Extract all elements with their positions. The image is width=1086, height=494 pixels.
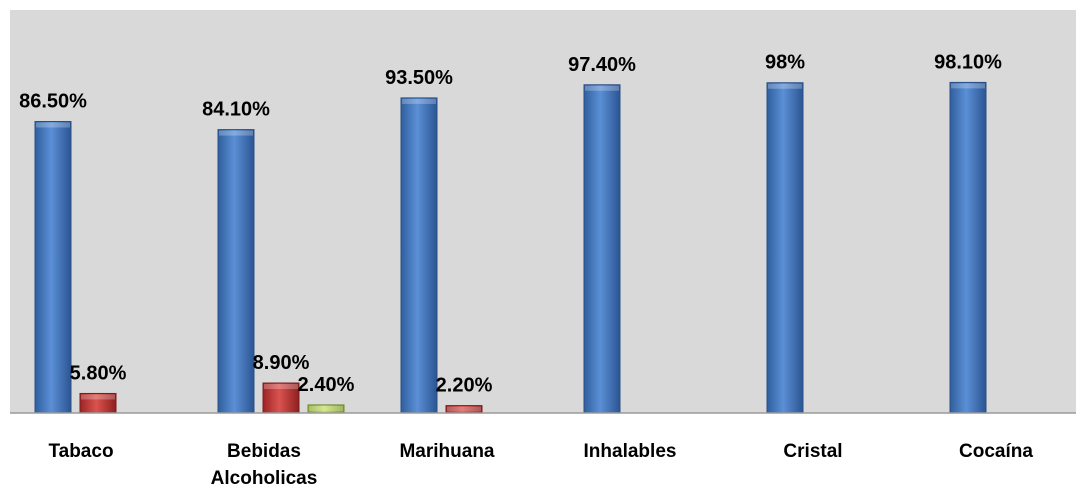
category-label-4: Cristal	[783, 441, 842, 462]
category-label-0: Tabaco	[48, 441, 113, 462]
bar-s0-c4	[766, 82, 804, 414]
data-label-s0-c1: 84.10%	[202, 99, 270, 121]
data-label-s1-c1: 8.90%	[253, 352, 310, 374]
bar-cap-s0-c2	[402, 98, 436, 104]
bar-cap-s0-c3	[585, 85, 619, 91]
category-label-1-line1: Alcoholicas	[211, 468, 318, 489]
category-label-3: Inhalables	[584, 441, 677, 462]
bar-s0-c0	[34, 120, 72, 414]
bar-cap-s1-c0	[81, 394, 115, 400]
category-label-2: Marihuana	[399, 441, 494, 462]
data-label-s2-c1: 2.40%	[298, 374, 355, 396]
category-label-5: Cocaína	[959, 441, 1033, 462]
data-label-s0-c0: 86.50%	[19, 90, 87, 112]
data-label-s0-c5: 98.10%	[934, 51, 1002, 73]
bar-s0-c1	[217, 129, 255, 414]
bar-s0-c3	[583, 84, 621, 414]
bar-cap-s2-c1	[309, 405, 343, 411]
data-label-s0-c4: 98%	[765, 52, 805, 74]
data-labels-group: 86.50% 5.80% 84.10% 8.90%2.40% 93.50% 2.20% 97…	[19, 51, 1002, 396]
bar-s0-c2	[400, 97, 438, 414]
bar-cap-s1-c2	[447, 406, 481, 412]
plot-area	[10, 10, 1076, 413]
data-label-s1-c0: 5.80%	[70, 362, 127, 384]
bar-cap-s0-c0	[36, 122, 70, 128]
bar-cap-s0-c1	[219, 130, 253, 136]
bar-cap-s0-c5	[951, 83, 985, 89]
data-label-s0-c3: 97.40%	[568, 54, 636, 76]
category-label-1: Bebidas	[227, 441, 301, 462]
bar-cap-s1-c1	[264, 384, 298, 390]
bar-s1-c1	[262, 382, 300, 414]
category-labels-group: Tabaco Bebidas Alcoholicas Marihuana Inhalab…	[48, 441, 1033, 489]
data-label-s1-c2: 2.20%	[436, 375, 493, 397]
data-label-s0-c2: 93.50%	[385, 67, 453, 89]
bar-s0-c5	[949, 81, 987, 414]
bars-group	[34, 81, 987, 414]
bar-cap-s0-c4	[768, 83, 802, 89]
